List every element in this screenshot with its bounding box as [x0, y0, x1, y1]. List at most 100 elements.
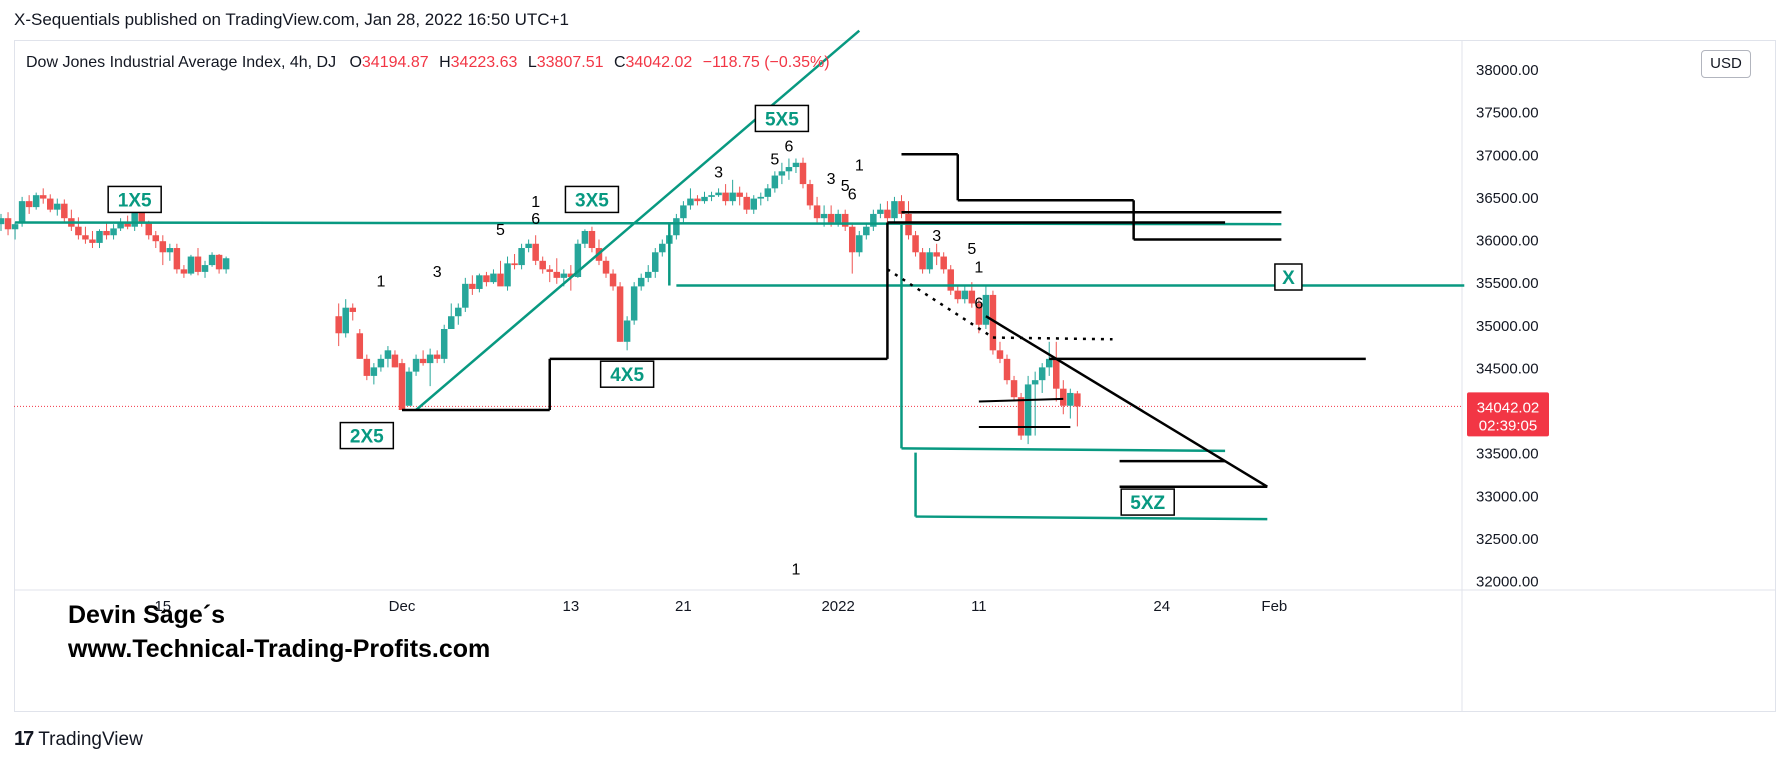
- candle-down: [743, 196, 750, 210]
- wave-label-5xz: 5XZ: [1130, 493, 1165, 514]
- candle-up: [490, 273, 497, 283]
- sequence-count-label: 5: [770, 151, 779, 168]
- x-tick-label: Feb: [1261, 598, 1287, 615]
- y-tick-label: 32000.00: [1476, 574, 1539, 591]
- candle-up: [18, 201, 26, 223]
- currency-button[interactable]: USD: [1701, 50, 1751, 78]
- candle-down: [884, 209, 891, 219]
- sequence-count-label: 1: [792, 562, 801, 579]
- wave-label-box: [1120, 488, 1175, 516]
- green-level-1x5: [15, 221, 1282, 226]
- y-tick-label: 36000.00: [1476, 233, 1539, 250]
- candle-up: [222, 258, 230, 270]
- wave-label-4x5: 4X5: [610, 365, 644, 386]
- candle-up: [708, 195, 715, 197]
- candle-down: [335, 316, 342, 334]
- wave-label-box: [339, 421, 395, 450]
- candle-up: [117, 222, 124, 229]
- green-level-5xz: [915, 515, 1268, 521]
- symbol-name[interactable]: Dow Jones Industrial Average Index, 4h, …: [26, 54, 337, 71]
- symbol-legend: Dow Jones Industrial Average Index, 4h, …: [26, 54, 836, 72]
- candle-up: [440, 329, 448, 359]
- candle-up: [54, 203, 61, 210]
- black-dotted-level: [992, 336, 1113, 341]
- high-value: 34223.63: [450, 54, 518, 71]
- candle-up: [630, 286, 638, 321]
- candle-down: [103, 230, 110, 236]
- x-tick-label: 21: [675, 598, 692, 615]
- close-label: C: [613, 54, 626, 71]
- candle-up: [856, 235, 863, 253]
- candle-down: [511, 263, 518, 266]
- candle-up: [377, 358, 385, 368]
- candle-up: [462, 283, 469, 308]
- low-label: L: [527, 54, 537, 71]
- low-value: 33807.51: [536, 54, 604, 71]
- candle-up: [166, 248, 174, 253]
- candle-down: [827, 213, 835, 223]
- candle-up: [455, 307, 462, 317]
- y-tick-label: 37000.00: [1476, 147, 1539, 164]
- candle-up: [715, 192, 722, 196]
- candle-up: [764, 188, 772, 197]
- sequence-count-label: 5: [967, 241, 976, 258]
- candle-down: [609, 273, 617, 287]
- candle-down: [391, 354, 399, 368]
- candle-down: [82, 235, 89, 240]
- candle-down: [553, 271, 561, 278]
- candle-up: [687, 198, 694, 206]
- candle-up: [701, 196, 708, 202]
- candle-down: [919, 252, 926, 270]
- candle-down: [532, 243, 539, 261]
- candle-up: [863, 226, 870, 236]
- black-level-5: [978, 397, 1064, 403]
- sequence-count-label: 3: [932, 228, 941, 245]
- candle-up: [574, 243, 582, 278]
- chart-frame: [14, 40, 1776, 712]
- candle-down: [996, 350, 1004, 359]
- sequence-count-label: 6: [974, 296, 983, 313]
- candle-up: [877, 209, 884, 214]
- y-tick-label: 38000.00: [1476, 62, 1539, 79]
- tradingview-brand[interactable]: 17 TradingView: [14, 728, 143, 751]
- candle-down: [954, 290, 962, 300]
- black-dotted-diagonal: [886, 268, 994, 339]
- sequence-count-label: 5: [841, 178, 850, 195]
- candle-up: [637, 277, 645, 287]
- candle-down: [799, 162, 807, 185]
- candle-up: [1024, 384, 1032, 436]
- candle-down: [1074, 393, 1081, 407]
- candle-up: [11, 224, 19, 230]
- x-tick-label: Dec: [389, 598, 416, 615]
- candle-down: [363, 358, 371, 376]
- candle-up: [785, 167, 793, 172]
- wave-label-2x5: 2X5: [350, 427, 384, 448]
- candle-up: [560, 273, 568, 278]
- x-tick-label: 24: [1153, 598, 1170, 615]
- candle-up: [982, 294, 990, 325]
- candle-down: [848, 226, 856, 253]
- x-tick-label: 15: [154, 598, 171, 615]
- candle-up: [926, 252, 933, 270]
- candle-down: [1017, 397, 1025, 436]
- candle-up: [131, 209, 138, 227]
- candle-up: [1045, 358, 1053, 368]
- candle-down: [419, 358, 427, 364]
- sequence-count-label: 6: [848, 186, 857, 203]
- candle-up: [961, 290, 969, 300]
- candle-down: [616, 286, 624, 342]
- candle-up: [652, 252, 659, 272]
- candle-down: [159, 241, 167, 253]
- sequence-count-label: 1: [974, 260, 983, 277]
- wave-label-1x5: 1X5: [118, 190, 152, 211]
- candle-down: [215, 254, 223, 270]
- candle-up: [1038, 367, 1046, 381]
- candle-down: [813, 205, 821, 219]
- candle-up: [412, 358, 420, 372]
- candle-down: [722, 192, 729, 202]
- candle-down: [61, 203, 68, 219]
- candle-down: [173, 248, 181, 270]
- sequence-count-label: 6: [784, 139, 793, 156]
- candle-down: [736, 192, 743, 197]
